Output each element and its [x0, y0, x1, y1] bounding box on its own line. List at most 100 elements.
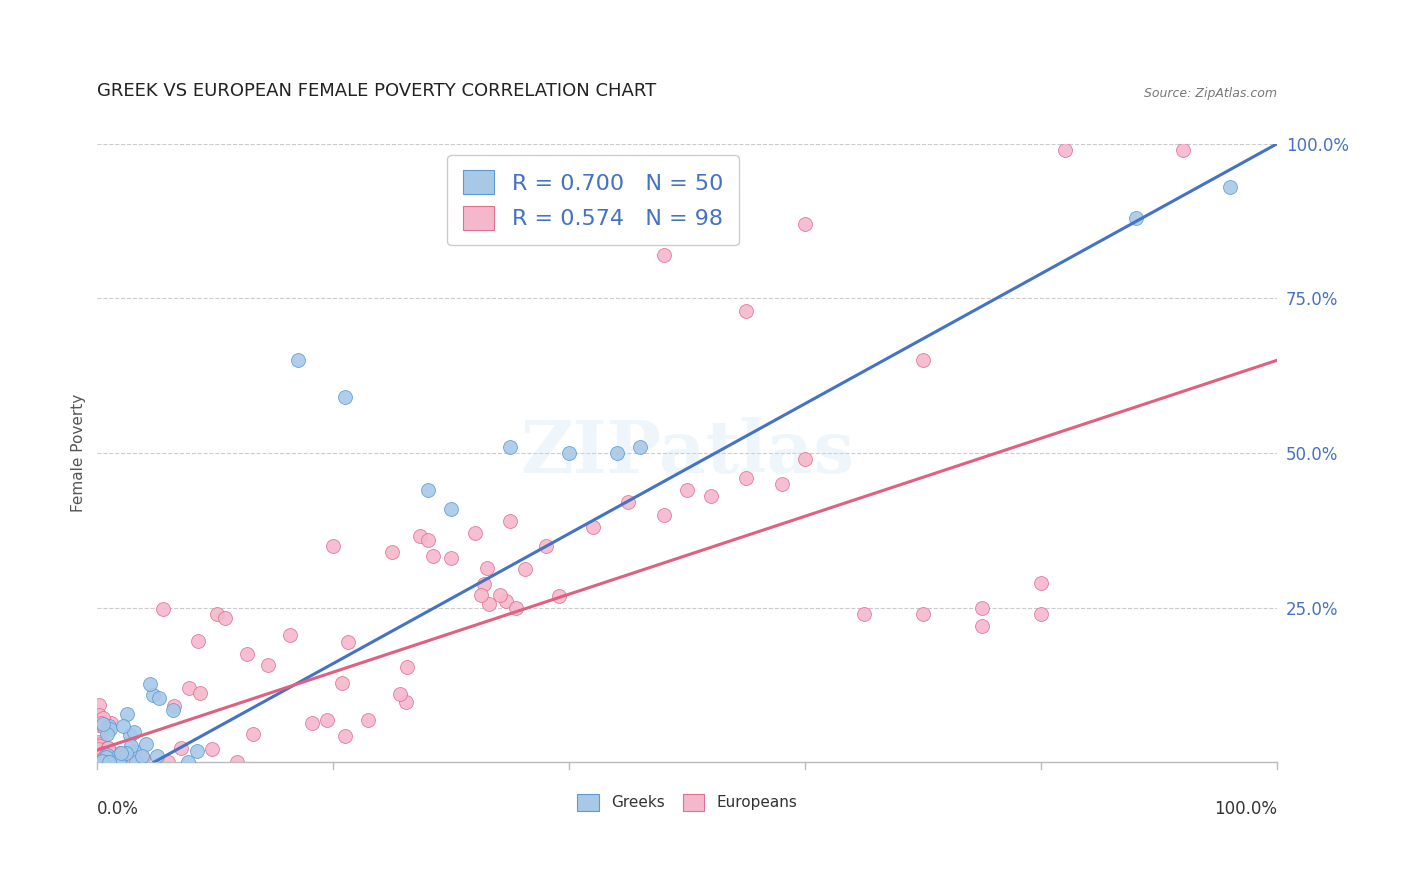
- Point: [332, 676, 354, 690]
- Point: [287, 353, 309, 368]
- Point: [505, 600, 527, 615]
- Point: [416, 533, 439, 547]
- Point: [93, 754, 115, 768]
- Text: GREEK VS EUROPEAN FEMALE POVERTY CORRELATION CHART: GREEK VS EUROPEAN FEMALE POVERTY CORRELA…: [97, 82, 657, 100]
- Text: Source: ZipAtlas.com: Source: ZipAtlas.com: [1144, 87, 1278, 100]
- Point: [98, 755, 121, 769]
- Point: [547, 589, 569, 603]
- Point: [301, 715, 323, 730]
- Point: [188, 686, 211, 700]
- Point: [335, 729, 357, 743]
- Point: [652, 508, 675, 522]
- Point: [145, 749, 167, 764]
- Point: [478, 597, 501, 611]
- Point: [256, 658, 278, 673]
- Point: [90, 715, 112, 730]
- Point: [770, 477, 793, 491]
- Point: [499, 440, 522, 454]
- Point: [98, 718, 121, 732]
- Point: [98, 747, 121, 762]
- Point: [98, 722, 121, 736]
- Point: [201, 742, 224, 756]
- Point: [115, 707, 138, 722]
- Point: [422, 549, 444, 563]
- Point: [226, 755, 249, 769]
- Point: [96, 755, 118, 769]
- Point: [335, 390, 357, 404]
- Point: [87, 742, 110, 756]
- Point: [162, 703, 184, 717]
- Point: [90, 753, 112, 767]
- Point: [700, 489, 723, 503]
- Point: [98, 755, 121, 769]
- Point: [794, 217, 817, 231]
- Point: [464, 526, 486, 541]
- Point: [558, 446, 581, 460]
- Point: [122, 744, 145, 758]
- Point: [87, 754, 110, 768]
- Point: [125, 755, 148, 769]
- Text: 0.0%: 0.0%: [97, 799, 139, 818]
- Point: [108, 752, 131, 766]
- Point: [90, 754, 112, 768]
- Point: [120, 739, 142, 754]
- Point: [628, 440, 651, 454]
- Point: [853, 607, 876, 621]
- Point: [148, 691, 170, 706]
- Point: [235, 647, 257, 661]
- Point: [90, 755, 112, 769]
- Point: [87, 755, 110, 769]
- Point: [124, 725, 146, 739]
- Point: [103, 755, 125, 769]
- Point: [1125, 211, 1147, 225]
- Point: [101, 750, 124, 764]
- Point: [101, 748, 124, 763]
- Point: [96, 753, 118, 767]
- Point: [97, 740, 120, 755]
- Point: [108, 746, 131, 760]
- Point: [1054, 143, 1077, 157]
- Y-axis label: Female Poverty: Female Poverty: [72, 394, 86, 512]
- Point: [477, 561, 499, 575]
- Point: [96, 747, 118, 762]
- Point: [89, 718, 111, 732]
- Point: [395, 660, 418, 674]
- Point: [972, 600, 994, 615]
- Point: [87, 714, 110, 728]
- Point: [214, 611, 236, 625]
- Point: [513, 562, 536, 576]
- Point: [87, 748, 110, 763]
- Point: [1171, 143, 1194, 157]
- Point: [96, 747, 118, 762]
- Point: [972, 619, 994, 633]
- Point: [122, 754, 145, 768]
- Point: [111, 718, 134, 732]
- Point: [87, 743, 110, 757]
- Point: [90, 737, 112, 751]
- Point: [558, 174, 581, 188]
- Point: [97, 740, 120, 755]
- Point: [97, 755, 120, 769]
- Point: [357, 713, 380, 727]
- Point: [100, 753, 122, 767]
- Point: [440, 551, 463, 566]
- Point: [912, 607, 935, 621]
- Point: [472, 577, 495, 591]
- Point: [794, 452, 817, 467]
- Point: [91, 755, 114, 769]
- Point: [163, 698, 186, 713]
- Point: [912, 353, 935, 368]
- Point: [388, 688, 411, 702]
- Point: [87, 735, 110, 749]
- Point: [142, 688, 165, 702]
- Point: [177, 755, 200, 769]
- Point: [1031, 576, 1053, 591]
- Point: [152, 602, 174, 616]
- Point: [617, 495, 640, 509]
- Point: [489, 589, 512, 603]
- Point: [735, 303, 758, 318]
- Point: [108, 751, 131, 765]
- Point: [91, 717, 114, 731]
- Point: [115, 746, 138, 760]
- Point: [416, 483, 439, 497]
